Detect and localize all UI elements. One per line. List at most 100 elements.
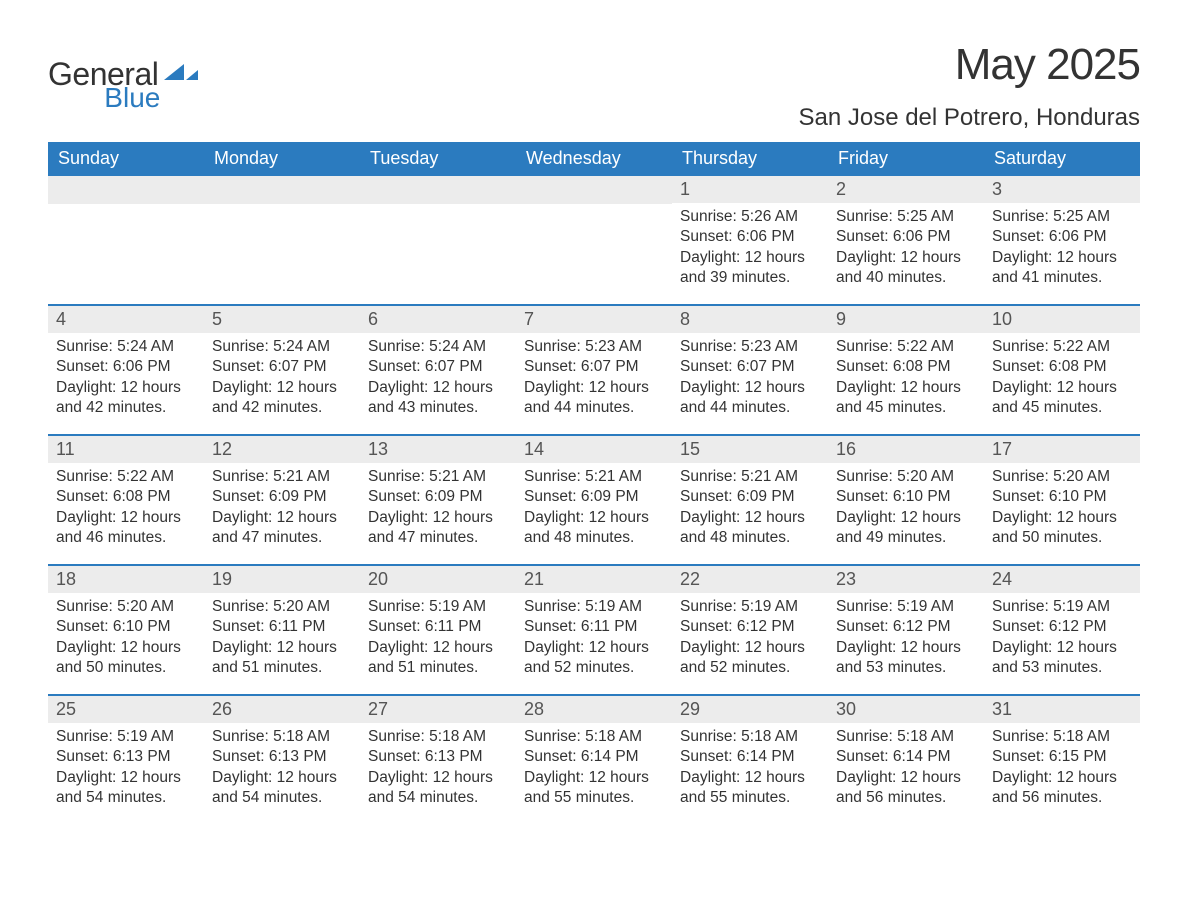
day-cell: 19Sunrise: 5:20 AMSunset: 6:11 PMDayligh… xyxy=(204,566,360,694)
day-body: Sunrise: 5:22 AMSunset: 6:08 PMDaylight:… xyxy=(984,333,1140,425)
day-number: 13 xyxy=(360,436,516,463)
day-daylight2: and 55 minutes. xyxy=(524,788,664,808)
day-sunset: Sunset: 6:09 PM xyxy=(212,487,352,507)
day-daylight1: Daylight: 12 hours xyxy=(56,638,196,658)
day-sunset: Sunset: 6:10 PM xyxy=(992,487,1132,507)
day-body: Sunrise: 5:24 AMSunset: 6:07 PMDaylight:… xyxy=(204,333,360,425)
day-sunrise: Sunrise: 5:19 AM xyxy=(56,727,196,747)
day-sunrise: Sunrise: 5:19 AM xyxy=(524,597,664,617)
day-daylight1: Daylight: 12 hours xyxy=(368,508,508,528)
day-body: Sunrise: 5:18 AMSunset: 6:14 PMDaylight:… xyxy=(828,723,984,815)
day-daylight1: Daylight: 12 hours xyxy=(524,378,664,398)
day-number xyxy=(516,176,672,204)
day-sunset: Sunset: 6:06 PM xyxy=(56,357,196,377)
day-daylight2: and 52 minutes. xyxy=(524,658,664,678)
day-daylight1: Daylight: 12 hours xyxy=(836,248,976,268)
month-title: May 2025 xyxy=(798,40,1140,90)
day-sunrise: Sunrise: 5:18 AM xyxy=(680,727,820,747)
day-cell: 22Sunrise: 5:19 AMSunset: 6:12 PMDayligh… xyxy=(672,566,828,694)
day-cell: 15Sunrise: 5:21 AMSunset: 6:09 PMDayligh… xyxy=(672,436,828,564)
day-cell: 6 Sunrise: 5:24 AMSunset: 6:07 PMDaylight… xyxy=(360,306,516,434)
day-daylight2: and 42 minutes. xyxy=(212,398,352,418)
day-number: 28 xyxy=(516,696,672,723)
brand-logo: General Blue xyxy=(48,40,198,112)
day-daylight2: and 51 minutes. xyxy=(368,658,508,678)
day-sunset: Sunset: 6:08 PM xyxy=(836,357,976,377)
weekday-label: Saturday xyxy=(984,142,1140,176)
day-cell: 8Sunrise: 5:23 AMSunset: 6:07 PMDaylight… xyxy=(672,306,828,434)
day-cell: 31Sunrise: 5:18 AMSunset: 6:15 PMDayligh… xyxy=(984,696,1140,824)
day-daylight1: Daylight: 12 hours xyxy=(368,638,508,658)
day-daylight1: Daylight: 12 hours xyxy=(992,508,1132,528)
day-body: Sunrise: 5:20 AMSunset: 6:11 PMDaylight:… xyxy=(204,593,360,685)
day-sunset: Sunset: 6:11 PM xyxy=(524,617,664,637)
day-number: 19 xyxy=(204,566,360,593)
day-sunrise: Sunrise: 5:22 AM xyxy=(992,337,1132,357)
day-number xyxy=(48,176,204,204)
day-body: Sunrise: 5:21 AMSunset: 6:09 PMDaylight:… xyxy=(360,463,516,555)
day-sunrise: Sunrise: 5:18 AM xyxy=(524,727,664,747)
day-body: Sunrise: 5:18 AMSunset: 6:13 PMDaylight:… xyxy=(204,723,360,815)
day-daylight2: and 45 minutes. xyxy=(836,398,976,418)
day-cell: 2Sunrise: 5:25 AMSunset: 6:06 PMDaylight… xyxy=(828,176,984,304)
day-sunset: Sunset: 6:13 PM xyxy=(212,747,352,767)
day-daylight2: and 55 minutes. xyxy=(680,788,820,808)
day-daylight1: Daylight: 12 hours xyxy=(368,378,508,398)
day-number: 1 xyxy=(672,176,828,203)
day-number: 20 xyxy=(360,566,516,593)
day-sunset: Sunset: 6:06 PM xyxy=(992,227,1132,247)
day-sunrise: Sunrise: 5:25 AM xyxy=(992,207,1132,227)
day-sunrise: Sunrise: 5:23 AM xyxy=(680,337,820,357)
day-body: Sunrise: 5:24 AMSunset: 6:06 PMDaylight:… xyxy=(48,333,204,425)
day-daylight1: Daylight: 12 hours xyxy=(212,508,352,528)
day-cell: 10Sunrise: 5:22 AMSunset: 6:08 PMDayligh… xyxy=(984,306,1140,434)
day-number: 4 xyxy=(48,306,204,333)
day-sunset: Sunset: 6:12 PM xyxy=(992,617,1132,637)
day-sunrise: Sunrise: 5:21 AM xyxy=(368,467,508,487)
day-cell: 23Sunrise: 5:19 AMSunset: 6:12 PMDayligh… xyxy=(828,566,984,694)
weekday-label: Monday xyxy=(204,142,360,176)
day-sunset: Sunset: 6:12 PM xyxy=(680,617,820,637)
day-body: Sunrise: 5:23 AMSunset: 6:07 PMDaylight:… xyxy=(516,333,672,425)
day-sunrise: Sunrise: 5:24 AM xyxy=(368,337,508,357)
day-sunrise: Sunrise: 5:21 AM xyxy=(680,467,820,487)
day-cell: 4Sunrise: 5:24 AMSunset: 6:06 PMDaylight… xyxy=(48,306,204,434)
day-daylight1: Daylight: 12 hours xyxy=(524,508,664,528)
day-sunrise: Sunrise: 5:22 AM xyxy=(836,337,976,357)
day-number: 18 xyxy=(48,566,204,593)
day-body: Sunrise: 5:18 AMSunset: 6:14 PMDaylight:… xyxy=(672,723,828,815)
day-sunset: Sunset: 6:07 PM xyxy=(368,357,508,377)
day-sunrise: Sunrise: 5:20 AM xyxy=(56,597,196,617)
page-header: General Blue May 2025 San Jose del Potre… xyxy=(48,40,1140,132)
day-cell: 7Sunrise: 5:23 AMSunset: 6:07 PMDaylight… xyxy=(516,306,672,434)
location-label: San Jose del Potrero, Honduras xyxy=(798,104,1140,132)
day-number: 6 xyxy=(360,306,516,333)
day-daylight2: and 49 minutes. xyxy=(836,528,976,548)
day-cell: 20Sunrise: 5:19 AMSunset: 6:11 PMDayligh… xyxy=(360,566,516,694)
day-cell: 1Sunrise: 5:26 AMSunset: 6:06 PMDaylight… xyxy=(672,176,828,304)
day-sunrise: Sunrise: 5:20 AM xyxy=(212,597,352,617)
day-daylight1: Daylight: 12 hours xyxy=(56,768,196,788)
day-number: 10 xyxy=(984,306,1140,333)
day-number: 8 xyxy=(672,306,828,333)
day-sunrise: Sunrise: 5:20 AM xyxy=(992,467,1132,487)
day-number xyxy=(360,176,516,204)
day-number: 3 xyxy=(984,176,1140,203)
day-sunset: Sunset: 6:08 PM xyxy=(992,357,1132,377)
day-body: Sunrise: 5:19 AMSunset: 6:12 PMDaylight:… xyxy=(828,593,984,685)
day-cell xyxy=(516,176,672,304)
day-cell: 13Sunrise: 5:21 AMSunset: 6:09 PMDayligh… xyxy=(360,436,516,564)
day-daylight1: Daylight: 12 hours xyxy=(56,508,196,528)
day-body: Sunrise: 5:19 AMSunset: 6:11 PMDaylight:… xyxy=(516,593,672,685)
day-body: Sunrise: 5:18 AMSunset: 6:13 PMDaylight:… xyxy=(360,723,516,815)
day-number: 14 xyxy=(516,436,672,463)
day-daylight1: Daylight: 12 hours xyxy=(680,378,820,398)
day-cell: 12Sunrise: 5:21 AMSunset: 6:09 PMDayligh… xyxy=(204,436,360,564)
day-sunrise: Sunrise: 5:25 AM xyxy=(836,207,976,227)
day-number: 25 xyxy=(48,696,204,723)
day-sunset: Sunset: 6:10 PM xyxy=(836,487,976,507)
day-cell: 27Sunrise: 5:18 AMSunset: 6:13 PMDayligh… xyxy=(360,696,516,824)
day-cell: 18Sunrise: 5:20 AMSunset: 6:10 PMDayligh… xyxy=(48,566,204,694)
day-daylight2: and 53 minutes. xyxy=(836,658,976,678)
day-number: 26 xyxy=(204,696,360,723)
